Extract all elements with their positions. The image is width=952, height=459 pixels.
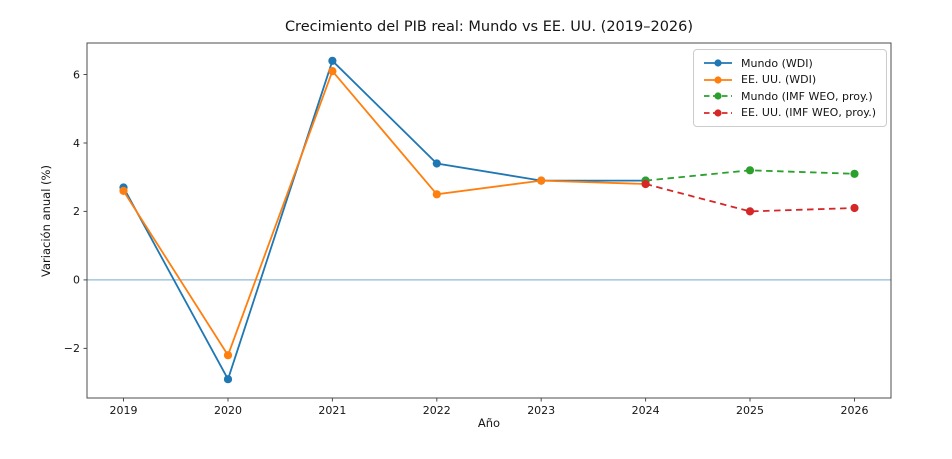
y-tick-label: 6: [73, 68, 80, 81]
x-tick-label: 2024: [632, 404, 660, 417]
legend-marker-icon: [714, 92, 722, 100]
data-point: [850, 203, 859, 213]
data-point: [328, 56, 337, 65]
series-line: [645, 183, 855, 213]
y-tick-label: −2: [64, 342, 80, 355]
x-tick-label: 2021: [318, 404, 346, 417]
data-point: [850, 169, 859, 178]
data-point: [328, 67, 337, 76]
legend-swatch: [704, 109, 732, 117]
legend-item: Mundo (IMF WEO, proy.): [703, 90, 877, 102]
legend-label: Mundo (IMF WEO, proy.): [741, 89, 873, 103]
legend-marker-icon: [714, 59, 722, 67]
x-tick-label: 2025: [736, 404, 764, 417]
data-point: [641, 179, 650, 189]
x-axis-label: Año: [477, 416, 501, 430]
legend-swatch: [704, 59, 732, 67]
data-point: [745, 166, 755, 175]
legend-marker-icon: [714, 76, 722, 84]
y-tick-label: 0: [73, 274, 80, 287]
y-tick-label: 2: [73, 205, 80, 218]
chart-title: Crecimiento del PIB real: Mundo vs EE. U…: [284, 19, 694, 35]
data-point: [432, 190, 441, 199]
plot-frame: [86, 42, 892, 399]
data-point: [119, 186, 128, 195]
legend-swatch: [704, 76, 732, 84]
data-point: [223, 351, 233, 360]
data-point: [432, 159, 441, 168]
legend: Mundo (WDI) EE. UU. (WDI) Mundo (IMF WEO, …: [693, 49, 887, 127]
y-axis-label: Variación anual (%): [39, 165, 53, 277]
legend-label: EE. UU. (WDI): [741, 73, 817, 87]
x-tick-label: 2023: [527, 404, 555, 417]
legend-label: EE. UU. (IMF WEO, proy.): [741, 106, 877, 120]
series-line: [122, 59, 646, 382]
x-tick-label: 2020: [214, 404, 242, 417]
legend-swatch: [704, 92, 732, 100]
x-tick-label: 2022: [423, 404, 451, 417]
legend-label: Mundo (WDI): [741, 56, 813, 70]
series-line: [122, 69, 646, 358]
y-tick-label: 4: [73, 137, 80, 150]
data-point: [745, 207, 755, 216]
legend-item: EE. UU. (IMF WEO, proy.): [703, 107, 877, 119]
legend-item: Mundo (WDI): [703, 57, 877, 69]
legend-marker-icon: [714, 109, 722, 117]
data-point: [537, 176, 546, 185]
legend-item: EE. UU. (WDI): [703, 74, 877, 86]
data-point: [223, 375, 233, 384]
x-tick-label: 2019: [110, 404, 138, 417]
x-tick-label: 2026: [841, 404, 869, 417]
